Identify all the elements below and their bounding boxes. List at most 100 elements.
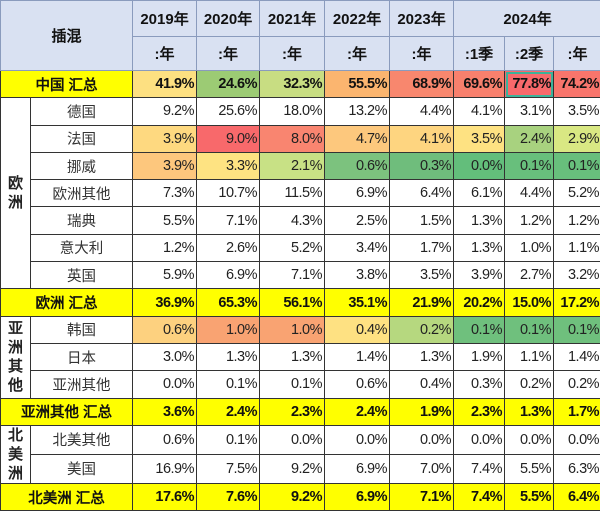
value-cell[interactable]: 1.1% [505, 343, 554, 370]
value-cell[interactable]: 9.2% [133, 98, 197, 125]
row-label[interactable]: 挪威 [31, 152, 133, 179]
value-cell[interactable]: 5.5% [505, 483, 554, 510]
value-cell[interactable]: 9.2% [260, 483, 325, 510]
value-cell[interactable]: 1.3% [260, 343, 325, 370]
year-header[interactable]: 2023年 [390, 1, 454, 37]
year-header[interactable]: 2024年 [454, 1, 600, 37]
value-cell[interactable]: 65.3% [197, 289, 260, 316]
row-label[interactable]: 中国 汇总 [1, 71, 133, 98]
value-cell[interactable]: 32.3% [260, 71, 325, 98]
value-cell[interactable]: 6.4% [554, 483, 600, 510]
value-cell[interactable]: 1.3% [454, 234, 505, 261]
period-header[interactable]: :2季 [505, 37, 554, 71]
value-cell[interactable]: 13.2% [325, 98, 390, 125]
value-cell[interactable]: 7.1% [197, 207, 260, 234]
value-cell[interactable]: 5.2% [554, 180, 600, 207]
period-header[interactable]: :年 [390, 37, 454, 71]
row-label[interactable]: 德国 [31, 98, 133, 125]
value-cell[interactable]: 1.0% [260, 316, 325, 343]
value-cell[interactable]: 0.0% [505, 425, 554, 454]
value-cell[interactable]: 21.9% [390, 289, 454, 316]
value-cell[interactable]: 0.0% [325, 425, 390, 454]
value-cell[interactable]: 1.9% [454, 343, 505, 370]
row-label[interactable]: 北美洲 汇总 [1, 483, 133, 510]
value-cell[interactable]: 0.3% [454, 371, 505, 398]
region-label[interactable]: 北美洲 [1, 425, 31, 483]
value-cell[interactable]: 1.3% [197, 343, 260, 370]
value-cell[interactable]: 8.0% [260, 125, 325, 152]
value-cell[interactable]: 4.7% [325, 125, 390, 152]
value-cell[interactable]: 15.0% [505, 289, 554, 316]
value-cell[interactable]: 0.1% [505, 152, 554, 179]
value-cell[interactable]: 24.6% [197, 71, 260, 98]
value-cell[interactable]: 7.4% [454, 483, 505, 510]
value-cell[interactable]: 41.9% [133, 71, 197, 98]
value-cell[interactable]: 9.2% [260, 454, 325, 483]
row-label[interactable]: 亚洲其他 [31, 371, 133, 398]
value-cell[interactable]: 0.1% [197, 425, 260, 454]
value-cell[interactable]: 0.6% [133, 425, 197, 454]
value-cell[interactable]: 17.6% [133, 483, 197, 510]
value-cell[interactable]: 0.0% [133, 371, 197, 398]
value-cell[interactable]: 3.3% [197, 152, 260, 179]
value-cell[interactable]: 77.8% [505, 71, 554, 98]
year-header[interactable]: 2022年 [325, 1, 390, 37]
value-cell[interactable]: 0.0% [554, 425, 600, 454]
value-cell[interactable]: 2.3% [260, 398, 325, 425]
value-cell[interactable]: 3.5% [390, 262, 454, 289]
row-label[interactable]: 意大利 [31, 234, 133, 261]
value-cell[interactable]: 69.6% [454, 71, 505, 98]
value-cell[interactable]: 4.1% [454, 98, 505, 125]
value-cell[interactable]: 6.9% [325, 483, 390, 510]
value-cell[interactable]: 0.6% [325, 152, 390, 179]
value-cell[interactable]: 0.0% [260, 425, 325, 454]
period-header[interactable]: :年 [554, 37, 600, 71]
value-cell[interactable]: 9.0% [197, 125, 260, 152]
value-cell[interactable]: 7.5% [197, 454, 260, 483]
value-cell[interactable]: 2.7% [505, 262, 554, 289]
value-cell[interactable]: 3.6% [133, 398, 197, 425]
value-cell[interactable]: 3.5% [554, 98, 600, 125]
value-cell[interactable]: 6.9% [325, 454, 390, 483]
period-header[interactable]: :年 [133, 37, 197, 71]
value-cell[interactable]: 11.5% [260, 180, 325, 207]
value-cell[interactable]: 3.9% [133, 125, 197, 152]
value-cell[interactable]: 36.9% [133, 289, 197, 316]
value-cell[interactable]: 2.1% [260, 152, 325, 179]
value-cell[interactable]: 0.1% [454, 316, 505, 343]
value-cell[interactable]: 1.2% [554, 207, 600, 234]
value-cell[interactable]: 1.3% [390, 343, 454, 370]
value-cell[interactable]: 1.1% [554, 234, 600, 261]
value-cell[interactable]: 1.0% [197, 316, 260, 343]
value-cell[interactable]: 3.5% [454, 125, 505, 152]
value-cell[interactable]: 5.9% [133, 262, 197, 289]
year-header[interactable]: 2021年 [260, 1, 325, 37]
value-cell[interactable]: 0.2% [390, 316, 454, 343]
value-cell[interactable]: 1.4% [554, 343, 600, 370]
value-cell[interactable]: 7.3% [133, 180, 197, 207]
value-cell[interactable]: 5.2% [260, 234, 325, 261]
value-cell[interactable]: 1.4% [325, 343, 390, 370]
row-label[interactable]: 亚洲其他 汇总 [1, 398, 133, 425]
value-cell[interactable]: 1.5% [390, 207, 454, 234]
value-cell[interactable]: 2.4% [325, 398, 390, 425]
year-header[interactable]: 2020年 [197, 1, 260, 37]
value-cell[interactable]: 0.1% [260, 371, 325, 398]
value-cell[interactable]: 0.2% [505, 371, 554, 398]
value-cell[interactable]: 0.1% [554, 316, 600, 343]
value-cell[interactable]: 1.7% [554, 398, 600, 425]
value-cell[interactable]: 2.5% [325, 207, 390, 234]
value-cell[interactable]: 0.1% [505, 316, 554, 343]
value-cell[interactable]: 6.9% [197, 262, 260, 289]
value-cell[interactable]: 5.5% [133, 207, 197, 234]
value-cell[interactable]: 6.1% [454, 180, 505, 207]
value-cell[interactable]: 6.9% [325, 180, 390, 207]
value-cell[interactable]: 35.1% [325, 289, 390, 316]
value-cell[interactable]: 3.9% [454, 262, 505, 289]
value-cell[interactable]: 1.3% [454, 207, 505, 234]
value-cell[interactable]: 3.8% [325, 262, 390, 289]
period-header[interactable]: :年 [325, 37, 390, 71]
period-header[interactable]: :年 [260, 37, 325, 71]
value-cell[interactable]: 0.6% [325, 371, 390, 398]
value-cell[interactable]: 0.0% [390, 425, 454, 454]
